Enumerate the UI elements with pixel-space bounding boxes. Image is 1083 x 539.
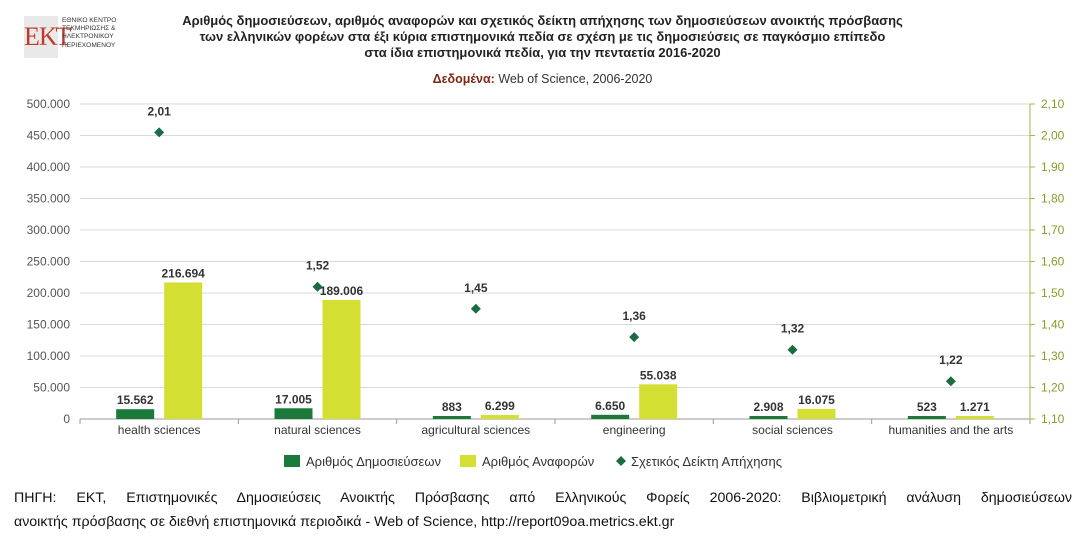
x-tick-label: health sciences xyxy=(118,423,201,437)
y-right-tick-label: 1,90 xyxy=(1041,160,1065,174)
bar xyxy=(164,282,203,419)
chart-title-line: Αριθμός δημοσιεύσεων, αριθμός αναφορών κ… xyxy=(182,13,903,28)
y-left-tick-label: 200.000 xyxy=(27,286,71,300)
y-left-tick-label: 300.000 xyxy=(27,223,71,237)
ekt-logo-text: ΕΘΝΙΚΟ ΚΕΝΤΡΟ ΤΕΚΜΗΡΙΩΣΗΣ & ΗΛΕΚΤΡΟΝΙΚΟΥ… xyxy=(62,17,132,50)
bar xyxy=(322,299,361,419)
y-right-tick-label: 1,40 xyxy=(1041,318,1065,332)
bar-data-label: 17.005 xyxy=(275,392,312,406)
x-tick-label: agricultural sciences xyxy=(421,423,530,437)
legend-label: Αριθμός Αναφορών xyxy=(482,454,594,469)
legend-swatch xyxy=(616,456,626,466)
scatter-data-label: 1,32 xyxy=(781,322,805,336)
y-left-tick-label: 0 xyxy=(63,412,70,426)
bar-data-label: 6.650 xyxy=(595,399,625,413)
legend-label: Αριθμός Δημοσιεύσεων xyxy=(306,454,441,469)
logo-line: ΕΘΝΙΚΟ ΚΕΝΤΡΟ xyxy=(62,17,117,24)
scatter-point xyxy=(787,344,798,355)
y-right-tick-label: 2,00 xyxy=(1041,129,1065,143)
y-left-tick-label: 500.000 xyxy=(27,97,71,111)
bar xyxy=(639,384,678,419)
y-left-tick-label: 250.000 xyxy=(27,255,71,269)
legend-swatch xyxy=(460,455,476,467)
y-right-tick-label: 1,60 xyxy=(1041,255,1065,269)
chart-title-line: στα ίδια επιστημονικά πεδία, για την πεν… xyxy=(364,45,721,60)
scatter-data-label: 1,36 xyxy=(622,309,646,323)
bar-data-label: 216.694 xyxy=(161,266,205,280)
bar-data-label: 1.271 xyxy=(960,400,990,414)
bar xyxy=(797,408,836,419)
logo-line: ΤΕΚΜΗΡΙΩΣΗΣ & xyxy=(62,25,116,33)
x-tick-label: humanities and the arts xyxy=(888,423,1013,437)
x-tick-label: natural sciences xyxy=(274,423,361,437)
y-right-tick-label: 1,30 xyxy=(1041,349,1065,363)
bar xyxy=(591,414,630,419)
y-left-tick-label: 450.000 xyxy=(27,129,71,143)
bar-data-label: 16.075 xyxy=(798,393,835,407)
y-right-tick-label: 1,70 xyxy=(1041,223,1065,237)
chart-title: Αριθμός δημοσιεύσεων, αριθμός αναφορών κ… xyxy=(135,13,950,61)
bar xyxy=(480,415,519,419)
scatter-point xyxy=(312,281,323,292)
bar xyxy=(116,409,155,419)
x-tick-label: social sciences xyxy=(752,423,833,437)
y-left-tick-label: 100.000 xyxy=(27,349,71,363)
bar xyxy=(749,416,788,419)
bar-data-label: 15.562 xyxy=(117,393,154,407)
logo-line: ΠΕΡΙΕΧΟΜΕΝΟΥ xyxy=(62,41,116,49)
bar xyxy=(955,416,994,419)
y-right-tick-label: 1,80 xyxy=(1041,192,1065,206)
y-left-tick-label: 50.000 xyxy=(33,381,70,395)
scatter-point xyxy=(470,303,481,314)
bar-data-label: 2.908 xyxy=(753,400,783,414)
bar-data-label: 6.299 xyxy=(485,399,515,413)
scatter-data-label: 2,01 xyxy=(147,104,171,118)
bar-data-label: 189.006 xyxy=(320,284,364,298)
source-line: ανοικτής πρόσβασης σε διεθνή επιστημονικ… xyxy=(14,514,675,530)
logo-line: ΗΛΕΚΤΡΟΝΙΚΟΥ xyxy=(62,33,114,41)
combo-chart: 0 50.000 100.000 150.000 200.000 250.000 300.0… xyxy=(27,97,1065,469)
y-left-tick-label: 350.000 xyxy=(27,192,71,206)
scatter-point xyxy=(154,127,165,138)
scatter-point xyxy=(629,332,640,343)
bar xyxy=(907,416,946,419)
source-line: ΠΗΓΗ: ΕΚΤ, Επιστημονικές Δημοσιεύσεις Αν… xyxy=(14,490,1072,506)
scatter-data-label: 1,52 xyxy=(306,259,330,273)
legend-swatch xyxy=(284,455,300,467)
chart-title-line: των ελληνικών φορέων στα έξι κύρια επιστ… xyxy=(199,29,886,44)
bar xyxy=(274,408,313,419)
bar-data-label: 883 xyxy=(442,400,462,414)
scatter-data-label: 1,45 xyxy=(464,281,488,295)
y-left-tick-label: 150.000 xyxy=(27,318,71,332)
bar-data-label: 55.038 xyxy=(640,368,677,382)
subtitle-label: Δεδομένα: xyxy=(432,72,495,86)
y-right-tick-label: 1,20 xyxy=(1041,381,1065,395)
bar xyxy=(432,416,471,419)
ekt-logo: ΕΚΤ ΕΘΝΙΚΟ ΚΕΝΤΡΟ ΤΕΚΜΗΡΙΩΣΗΣ & ΗΛΕΚΤΡΟΝ… xyxy=(24,16,124,60)
scatter-point xyxy=(945,376,956,387)
y-right-tick-label: 1,10 xyxy=(1041,412,1065,426)
x-tick-label: engineering xyxy=(603,423,666,437)
legend-label: Σχετικός Δείκτη Απήχησης xyxy=(631,454,782,469)
subtitle-value: Web of Science, 2006-2020 xyxy=(494,72,653,86)
scatter-data-label: 1,22 xyxy=(939,353,963,367)
y-right-tick-label: 2,10 xyxy=(1041,97,1065,111)
chart-subtitle: Δεδομένα: Web of Science, 2006-2020 xyxy=(135,72,950,86)
source-note: ΠΗΓΗ: ΕΚΤ, Επιστημονικές Δημοσιεύσεις Αν… xyxy=(14,486,1072,534)
y-right-tick-label: 1,50 xyxy=(1041,286,1065,300)
y-left-tick-label: 400.000 xyxy=(27,160,71,174)
bar-data-label: 523 xyxy=(917,400,937,414)
